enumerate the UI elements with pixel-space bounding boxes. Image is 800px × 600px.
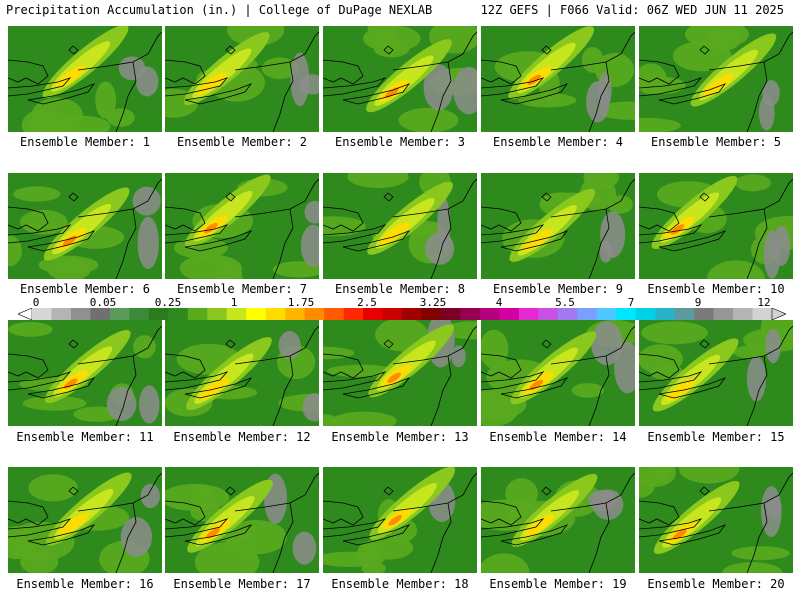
ensemble-member-label: Ensemble Member: 11 (16, 430, 154, 444)
colorbar-swatch (187, 308, 208, 320)
colorbar-swatch (733, 308, 753, 320)
ensemble-member-label: Ensemble Member: 17 (173, 577, 311, 591)
ensemble-member-map (323, 26, 477, 132)
ensemble-member-label: Ensemble Member: 10 (647, 282, 785, 296)
colorbar-swatch (674, 308, 695, 320)
colorbar-swatch (51, 308, 72, 320)
colorbar-swatch (402, 308, 422, 320)
colorbar-swatch (226, 308, 247, 320)
ensemble-member-map (8, 467, 162, 573)
ensemble-member-label: Ensemble Member: 7 (176, 282, 308, 296)
ensemble-member-label: Ensemble Member: 3 (334, 135, 466, 149)
colorbar-tick-label: 3.25 (419, 296, 447, 309)
colorbar-swatch (694, 308, 714, 320)
colorbar-swatch (324, 308, 344, 320)
colorbar-min-arrow (18, 308, 33, 320)
ensemble-member-label: Ensemble Member: 14 (489, 430, 627, 444)
ensemble-member-map (165, 467, 319, 573)
ensemble-member-label: Ensemble Member: 1 (19, 135, 151, 149)
ensemble-member-map (639, 320, 793, 426)
ensemble-member-map (8, 26, 162, 132)
ensemble-member-map (481, 26, 635, 132)
ensemble-member-map (165, 320, 319, 426)
colorbar-swatch (635, 308, 656, 320)
ensemble-member-map (323, 467, 477, 573)
colorbar-swatch (129, 308, 150, 320)
colorbar-swatch (148, 308, 169, 320)
ensemble-member-map (481, 173, 635, 279)
colorbar-swatch (363, 308, 383, 320)
colorbar-swatch (655, 308, 675, 320)
colorbar-swatch (246, 308, 266, 320)
colorbar-tick-label: 12 (757, 296, 771, 309)
colorbar-swatch (265, 308, 286, 320)
colorbar-swatch (168, 308, 189, 320)
colorbar-max-arrow (771, 308, 786, 320)
colorbar-tick-label: 5.5 (555, 296, 575, 309)
colorbar-tick-label: 2.5 (357, 296, 377, 309)
colorbar-swatch (538, 308, 559, 320)
colorbar-swatch (577, 308, 598, 320)
colorbar-swatch (421, 308, 442, 320)
ensemble-member-map (165, 173, 319, 279)
colorbar-swatch (596, 308, 617, 320)
colorbar-tick-label: 7 (627, 296, 635, 309)
ensemble-member-label: Ensemble Member: 12 (173, 430, 311, 444)
ensemble-member-label: Ensemble Member: 8 (334, 282, 466, 296)
ensemble-member-label: Ensemble Member: 19 (489, 577, 627, 591)
ensemble-member-label: Ensemble Member: 15 (647, 430, 785, 444)
colorbar-swatch (713, 308, 734, 320)
ensemble-member-label: Ensemble Member: 5 (650, 135, 782, 149)
precipitation-colorbar (18, 308, 786, 320)
colorbar-swatch (382, 308, 403, 320)
colorbar-swatch (499, 308, 520, 320)
colorbar-swatch (109, 308, 130, 320)
ensemble-member-map (323, 173, 477, 279)
colorbar-tick-label: 1.75 (287, 296, 315, 309)
colorbar-swatch (479, 308, 500, 320)
ensemble-member-label: Ensemble Member: 18 (331, 577, 469, 591)
colorbar-swatch (32, 308, 52, 320)
colorbar-tick-label: 0.05 (89, 296, 117, 309)
colorbar-swatch (440, 308, 461, 320)
ensemble-member-map (639, 467, 793, 573)
colorbar-tick-label: 0 (32, 296, 40, 309)
ensemble-member-map (639, 26, 793, 132)
ensemble-member-label: Ensemble Member: 16 (16, 577, 154, 591)
map-title: Precipitation Accumulation (in.) | Colle… (6, 3, 433, 17)
colorbar-swatch (285, 308, 305, 320)
colorbar-swatch (90, 308, 111, 320)
ensemble-member-map (323, 320, 477, 426)
colorbar-swatch (207, 308, 228, 320)
colorbar-swatch (518, 308, 539, 320)
colorbar-swatch (304, 308, 325, 320)
ensemble-member-map (8, 320, 162, 426)
colorbar-swatch (557, 308, 578, 320)
colorbar-tick-label: 1 (230, 296, 238, 309)
ensemble-member-label: Ensemble Member: 20 (647, 577, 785, 591)
ensemble-member-map (165, 26, 319, 132)
ensemble-member-map (481, 320, 635, 426)
colorbar-tick-label: 0.25 (154, 296, 182, 309)
colorbar-swatch (70, 308, 91, 320)
colorbar-swatch (343, 308, 364, 320)
colorbar-swatch (752, 308, 773, 320)
ensemble-member-label: Ensemble Member: 2 (176, 135, 308, 149)
ensemble-member-label: Ensemble Member: 9 (492, 282, 624, 296)
ensemble-member-label: Ensemble Member: 4 (492, 135, 624, 149)
model-run-title: 12Z GEFS | F066 Valid: 06Z WED JUN 11 20… (480, 3, 784, 17)
colorbar-swatch (616, 308, 636, 320)
ensemble-member-label: Ensemble Member: 13 (331, 430, 469, 444)
ensemble-member-map (481, 467, 635, 573)
colorbar-tick-label: 4 (495, 296, 503, 309)
ensemble-member-map (639, 173, 793, 279)
colorbar-tick-label: 9 (694, 296, 702, 309)
ensemble-member-label: Ensemble Member: 6 (19, 282, 151, 296)
ensemble-member-map (8, 173, 162, 279)
colorbar-swatch (460, 308, 481, 320)
